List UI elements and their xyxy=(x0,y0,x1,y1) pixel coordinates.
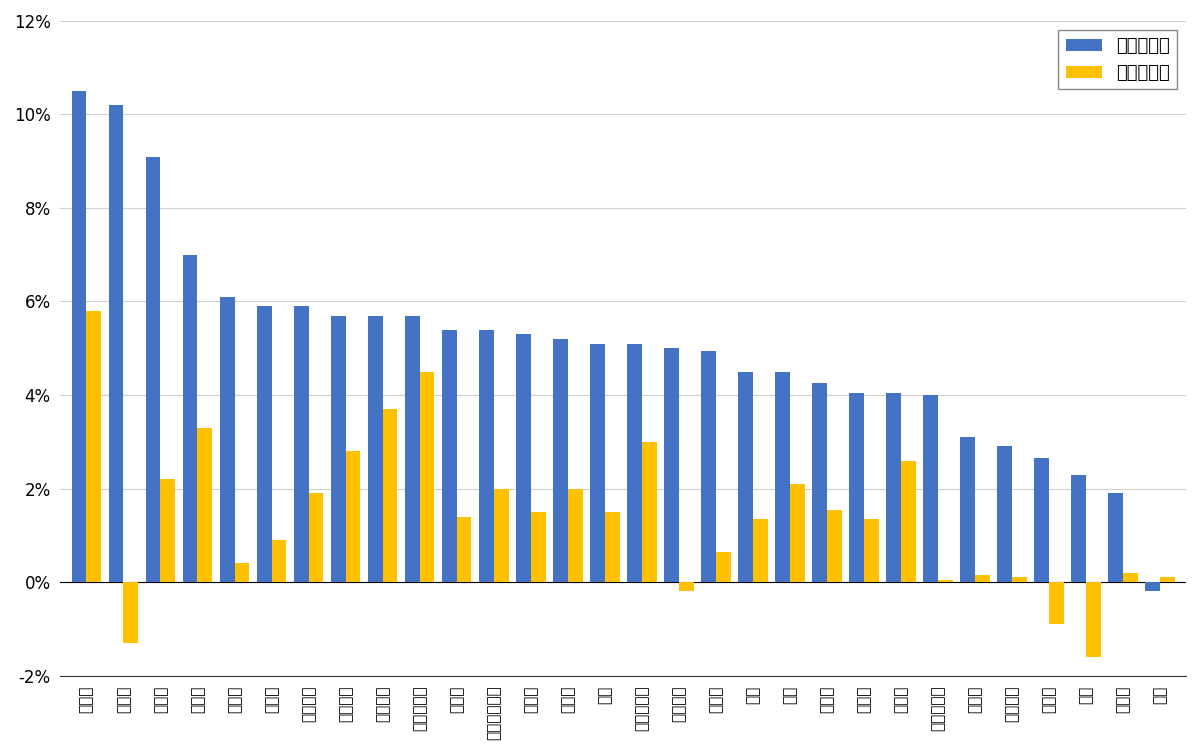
Bar xyxy=(1109,493,1123,582)
Bar xyxy=(1086,582,1100,657)
Bar xyxy=(628,344,642,582)
Bar xyxy=(938,580,953,582)
Bar xyxy=(479,329,493,582)
Bar xyxy=(790,484,805,582)
Bar xyxy=(642,442,656,582)
Bar xyxy=(368,315,383,582)
Bar xyxy=(923,395,938,582)
Bar xyxy=(590,344,605,582)
Bar xyxy=(886,393,901,582)
Bar xyxy=(775,372,790,582)
Bar xyxy=(220,297,234,582)
Bar xyxy=(901,461,916,582)
Bar xyxy=(346,451,360,582)
Bar xyxy=(72,91,86,582)
Bar xyxy=(182,255,198,582)
Bar xyxy=(864,519,878,582)
Bar xyxy=(738,372,752,582)
Bar xyxy=(827,510,841,582)
Legend: 房價中位數, 租金中位數: 房價中位數, 租金中位數 xyxy=(1058,30,1177,90)
Bar xyxy=(420,372,434,582)
Bar xyxy=(701,351,716,582)
Bar xyxy=(1145,582,1160,591)
Bar xyxy=(308,493,323,582)
Bar xyxy=(850,393,864,582)
Bar xyxy=(109,105,124,582)
Bar xyxy=(1160,578,1175,582)
Bar xyxy=(997,446,1012,582)
Bar xyxy=(679,582,694,591)
Bar xyxy=(553,339,568,582)
Bar xyxy=(86,311,101,582)
Bar xyxy=(331,315,346,582)
Bar xyxy=(294,306,308,582)
Bar xyxy=(1123,573,1138,582)
Bar xyxy=(976,575,990,582)
Bar xyxy=(1072,474,1086,582)
Bar xyxy=(442,329,457,582)
Bar xyxy=(493,489,509,582)
Bar xyxy=(124,582,138,643)
Bar xyxy=(271,540,287,582)
Bar xyxy=(516,334,530,582)
Bar xyxy=(1034,458,1049,582)
Bar xyxy=(145,157,161,582)
Bar xyxy=(530,512,546,582)
Bar xyxy=(752,519,768,582)
Bar xyxy=(257,306,271,582)
Bar xyxy=(234,563,250,582)
Bar xyxy=(383,409,397,582)
Bar xyxy=(812,383,827,582)
Bar xyxy=(198,428,212,582)
Bar xyxy=(605,512,619,582)
Bar xyxy=(568,489,582,582)
Bar xyxy=(457,516,472,582)
Bar xyxy=(664,348,679,582)
Bar xyxy=(960,437,976,582)
Bar xyxy=(1049,582,1064,624)
Bar xyxy=(404,315,420,582)
Bar xyxy=(716,552,731,582)
Bar xyxy=(1012,578,1027,582)
Bar xyxy=(161,480,175,582)
